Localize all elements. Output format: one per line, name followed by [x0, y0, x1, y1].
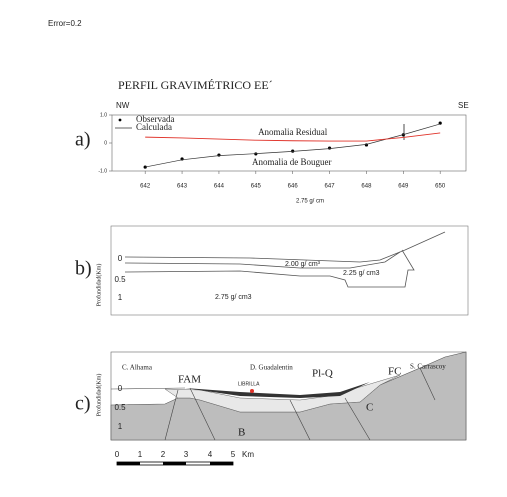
series-label: Anomalia Residual — [258, 127, 328, 137]
density-label: 2.00 g/ cm³ — [285, 261, 321, 268]
panel-label: b) — [75, 258, 92, 280]
density-label: 2.25 g/ cm3 — [343, 270, 380, 277]
legend-marker — [119, 119, 122, 122]
annotation: NW — [116, 101, 130, 110]
y-tick-label: -1.0 — [98, 168, 107, 174]
depth-label: 0 — [118, 254, 123, 263]
profile-lines — [125, 232, 445, 287]
axis-title: Profundidad(Km) — [95, 264, 102, 307]
unit-label: B — [238, 427, 245, 439]
place-label: D. Guadalentin — [250, 364, 293, 372]
unit-label: C — [366, 402, 373, 414]
unit-label: FAM — [178, 374, 201, 386]
legend-label: Calculada — [136, 122, 172, 132]
figure-title: PERFIL GRAVIMÉTRICO EE´ — [118, 78, 273, 92]
y-tick-label: 0 — [104, 140, 107, 146]
depth-label: 0 — [118, 384, 123, 393]
error-label: Error=0.2 — [48, 19, 82, 28]
x-tick-label: 646 — [288, 184, 299, 190]
panel-label: c) — [75, 393, 91, 415]
data-point — [328, 146, 331, 149]
depth-label: 0.5 — [114, 275, 126, 284]
annotation: SE — [458, 101, 469, 110]
x-tick-label: 642 — [140, 184, 151, 190]
place-label: C. Alhama — [122, 364, 153, 372]
x-tick-label: 643 — [177, 184, 188, 190]
place-label: LIBRILLA — [238, 381, 260, 387]
annotation: Anomalia de Bouguer — [252, 157, 331, 167]
annotation: 2.75 g/ cm — [296, 199, 324, 205]
town-marker — [250, 389, 254, 393]
x-tick-label: 648 — [361, 184, 372, 190]
density-label: 2.75 g/ cm3 — [215, 294, 252, 301]
depth-label: 0.5 — [114, 403, 126, 412]
depth-label: 1 — [118, 422, 123, 431]
x-tick-label: 644 — [214, 184, 225, 190]
axis-title: Profundidad(Km) — [95, 374, 102, 417]
scale-label: 1 — [138, 450, 143, 459]
scale-label: 2 — [161, 450, 166, 459]
x-tick-label: 645 — [251, 184, 262, 190]
scale-label: 5 — [231, 450, 236, 459]
scale-label: 0 — [115, 450, 120, 459]
panel-label: a) — [75, 129, 91, 151]
panel-frame — [111, 226, 468, 315]
y-tick-label: 1.0 — [100, 112, 107, 118]
depth-label: 1 — [118, 293, 123, 302]
unit-label: Pl-Q — [312, 368, 333, 380]
scale-bar — [117, 462, 233, 465]
scale-label: 4 — [208, 450, 213, 459]
scale-label: 3 — [184, 450, 189, 459]
data-point — [217, 153, 220, 156]
x-tick-label: 650 — [435, 184, 446, 190]
x-tick-label: 649 — [398, 184, 409, 190]
figure: Error=0.2 PERFIL GRAVIMÉTRICO EE´ a) NW … — [0, 0, 507, 497]
place-label: S. Carrascoy — [410, 363, 446, 371]
scale-label: Km — [242, 450, 254, 459]
unit-label: FC — [388, 366, 401, 378]
x-tick-label: 647 — [325, 184, 336, 190]
